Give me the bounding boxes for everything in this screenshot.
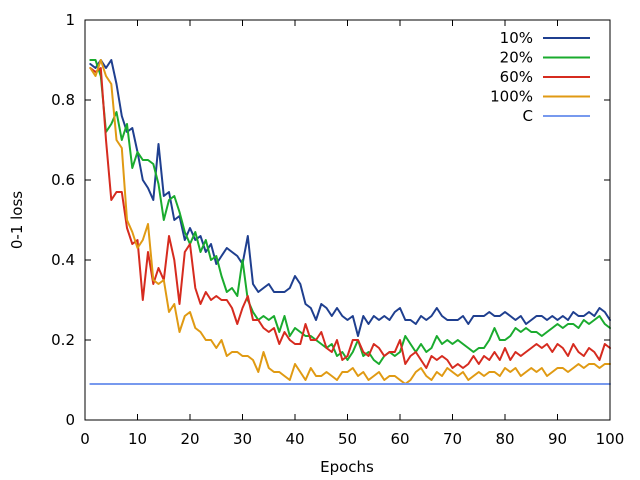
- series-line-2: [89, 67, 611, 369]
- x-tick-label: 70: [443, 430, 462, 448]
- y-axis: 0 0.2 0.4 0.6 0.8 1: [51, 11, 610, 429]
- x-axis-label: Epochs: [320, 458, 374, 476]
- x-tick-label: 100: [596, 430, 625, 448]
- y-tick-label: 0.8: [51, 91, 75, 109]
- x-tick-label: 50: [338, 430, 357, 448]
- x-tick-label: 10: [128, 430, 147, 448]
- y-axis-label: 0-1 loss: [8, 191, 26, 249]
- y-tick-label: 0: [65, 411, 75, 429]
- x-tick-label: 80: [495, 430, 514, 448]
- y-tick-label: 1: [65, 11, 75, 29]
- x-tick-label: 0: [80, 430, 90, 448]
- legend-label: C: [523, 107, 533, 125]
- series-line-1: [89, 59, 611, 365]
- plot-lines: [89, 59, 611, 385]
- x-tick-label: 90: [548, 430, 567, 448]
- legend-label: 60%: [500, 68, 533, 86]
- x-tick-label: 30: [233, 430, 252, 448]
- x-tick-label: 60: [390, 430, 409, 448]
- series-line-3: [89, 59, 611, 385]
- legend-label: 10%: [500, 29, 533, 47]
- y-tick-label: 0.2: [51, 331, 75, 349]
- x-tick-label: 40: [285, 430, 304, 448]
- series-line-0: [89, 59, 611, 337]
- y-tick-label: 0.6: [51, 171, 75, 189]
- legend-label: 20%: [500, 49, 533, 67]
- y-tick-label: 0.4: [51, 251, 75, 269]
- x-axis: 0 10 20 30 40 50 60 70 80 90 100: [80, 20, 624, 448]
- legend-label: 100%: [490, 88, 533, 106]
- legend: 10% 20%60% 100%C: [490, 29, 590, 125]
- x-tick-label: 20: [180, 430, 199, 448]
